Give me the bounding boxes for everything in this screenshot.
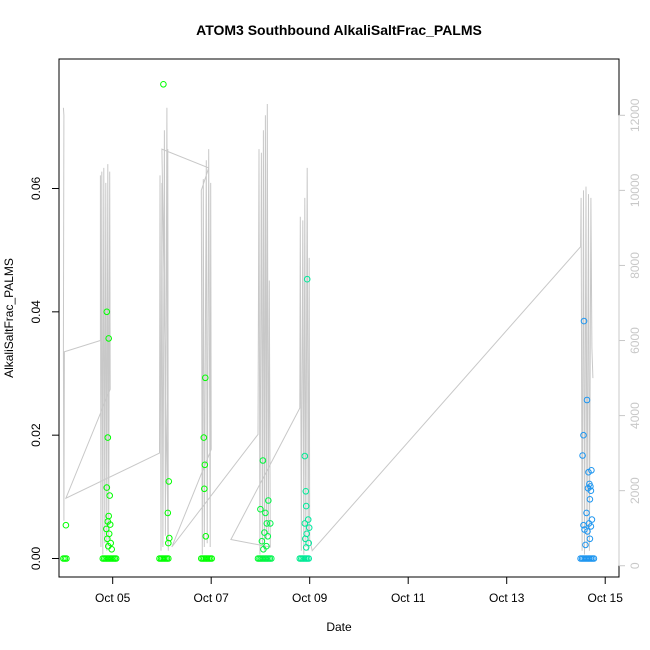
chart-title: ATOM3 Southbound AlkaliSaltFrac_PALMS [196, 22, 482, 38]
data-point [584, 528, 591, 535]
data-point [62, 521, 70, 529]
y-axis-label: AlkaliSaltFrac_PALMS [2, 258, 16, 378]
data-point [165, 555, 172, 562]
y2-tick-label: 10000 [628, 173, 642, 207]
data-point [104, 535, 111, 543]
x-tick-label: Oct 07 [194, 591, 230, 605]
data-point [208, 555, 215, 562]
data-point [586, 535, 594, 543]
data-point [582, 541, 589, 549]
data-point [305, 524, 313, 532]
plot-frame [58, 58, 620, 578]
y2-tick-label: 0 [628, 562, 642, 569]
data-point [302, 502, 310, 510]
data-point [579, 452, 586, 459]
data-point [301, 452, 309, 460]
data-point [302, 544, 310, 551]
data-point [106, 521, 114, 528]
x-axis-label: Date [326, 620, 352, 634]
x-tick-label: Oct 09 [292, 591, 328, 605]
data-point [258, 537, 266, 545]
x-tick-label: Oct 13 [489, 591, 525, 605]
y2-tick-label: 12000 [628, 98, 642, 132]
data-point [303, 275, 311, 283]
x-tick-label: Oct 15 [588, 591, 624, 605]
data-point [587, 523, 595, 530]
right-axis-line-series [62, 103, 594, 555]
data-point [202, 533, 210, 540]
y-tick-label: 0.02 [29, 423, 43, 447]
data-point [105, 335, 112, 342]
data-point [165, 539, 172, 547]
data-point [580, 317, 588, 325]
data-point [305, 555, 313, 562]
x-tick-label: Oct 05 [95, 591, 131, 605]
data-point [165, 478, 173, 485]
data-point [259, 457, 267, 464]
data-point [257, 505, 264, 513]
y2-tick-label: 2000 [628, 477, 642, 504]
data-point [268, 555, 275, 562]
data-point [583, 509, 590, 517]
data-point [302, 535, 309, 543]
x-tick-label: Oct 11 [391, 591, 426, 605]
data-point [302, 488, 310, 495]
data-point [103, 484, 111, 491]
data-point [265, 497, 272, 504]
y-axis-left: 0.00 0.02 0.04 0.06 [29, 176, 60, 570]
y-axis-right: 0 2000 4000 6000 8000 10000 12000 [618, 98, 642, 569]
data-point [103, 525, 110, 533]
series-line [62, 103, 594, 555]
data-point [301, 520, 309, 527]
data-point [202, 374, 209, 382]
y2-tick-label: 4000 [628, 402, 642, 429]
data-point [261, 529, 268, 536]
y-tick-label: 0.04 [29, 300, 43, 324]
data-point [583, 396, 591, 404]
data-point [103, 308, 111, 316]
y-tick-label: 0.00 [29, 546, 43, 570]
data-point [63, 555, 70, 562]
data-point [267, 520, 274, 527]
data-point [201, 461, 209, 469]
data-point [580, 431, 587, 439]
data-point [590, 555, 598, 562]
data-point [587, 487, 595, 495]
data-point [264, 533, 272, 540]
scatter-points [60, 81, 598, 562]
data-point [304, 516, 312, 523]
data-point [260, 546, 267, 553]
data-point [263, 520, 271, 527]
data-point [104, 434, 112, 441]
y2-tick-label: 6000 [628, 327, 642, 354]
data-point [200, 434, 208, 441]
data-point [262, 509, 269, 517]
data-point [108, 546, 115, 553]
data-point [580, 521, 587, 529]
y2-tick-label: 8000 [628, 252, 642, 279]
data-point [106, 492, 113, 499]
data-point [585, 468, 592, 476]
x-axis: Oct 05 Oct 07 Oct 09 Oct 11 Oct 13 Oct 15 [95, 576, 624, 605]
data-point [164, 509, 172, 517]
data-point [201, 485, 208, 493]
data-point [586, 496, 594, 503]
data-point [112, 555, 120, 562]
y-tick-label: 0.06 [29, 176, 43, 200]
data-point [160, 81, 167, 88]
